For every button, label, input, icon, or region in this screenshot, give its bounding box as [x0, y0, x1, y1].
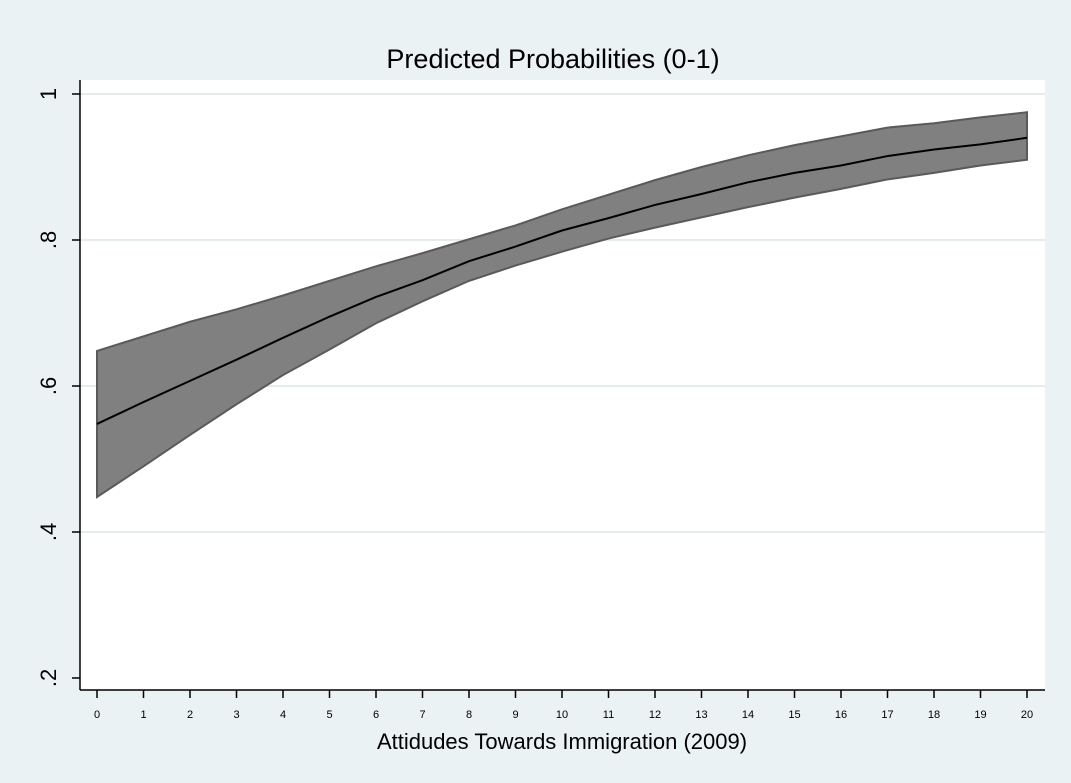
x-tick-label: 2 — [187, 709, 193, 721]
y-tick-label: 1 — [36, 88, 61, 100]
x-tick-label: 17 — [881, 709, 893, 721]
y-tick-label: .6 — [36, 377, 61, 395]
x-tick-label: 6 — [373, 709, 379, 721]
x-ticks: 0 1 2 3 4 5 6 7 8 9 10 11 12 13 14 15 16 17 18 19 20 — [94, 690, 1033, 721]
x-tick-label: 10 — [556, 709, 568, 721]
confidence-band — [96, 111, 1028, 499]
x-tick-label: 18 — [928, 709, 940, 721]
x-tick-label: 1 — [140, 709, 146, 721]
x-tick-label: 9 — [512, 709, 518, 721]
x-tick-label: 4 — [280, 709, 286, 721]
x-tick-label: 0 — [94, 709, 100, 721]
y-ticks: .2 .4 .6 .8 1 — [36, 88, 80, 687]
x-tick-label: 20 — [1021, 709, 1033, 721]
x-axis-label: Attidudes Towards Immigration (2009) — [377, 729, 747, 754]
y-tick-label: .8 — [36, 231, 61, 249]
x-tick-label: 3 — [233, 709, 239, 721]
x-tick-label: 19 — [974, 709, 986, 721]
x-tick-label: 16 — [835, 709, 847, 721]
y-tick-label: .2 — [36, 669, 61, 687]
x-tick-label: 13 — [695, 709, 707, 721]
x-tick-label: 8 — [466, 709, 472, 721]
x-tick-label: 11 — [603, 709, 614, 721]
chart-title: Predicted Probabilities (0-1) — [386, 44, 719, 74]
x-tick-label: 15 — [788, 709, 800, 721]
y-tick-label: .4 — [36, 523, 61, 541]
x-tick-label: 7 — [419, 709, 425, 721]
x-tick-label: 14 — [742, 709, 754, 721]
x-tick-label: 12 — [649, 709, 661, 721]
predicted-line — [96, 136, 1028, 425]
x-tick-label: 5 — [326, 709, 332, 721]
